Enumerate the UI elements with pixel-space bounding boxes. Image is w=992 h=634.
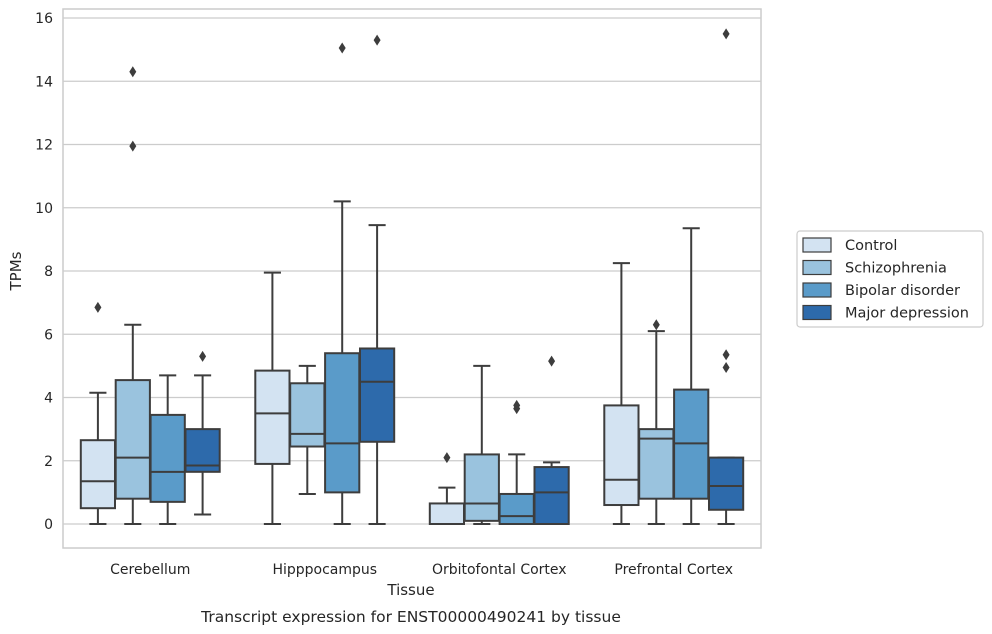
box-iqr [254,369,291,465]
legend-swatch [802,259,832,276]
box-iqr [428,502,466,526]
box-bipolar-disorder [498,399,535,525]
x-tick-label: Orbitofontal Cortex [432,562,567,578]
outlier-point [722,349,730,361]
y-tick-label: 0 [44,517,53,533]
y-tick-label: 14 [35,74,53,90]
box-iqr [149,413,186,503]
plot-frame [62,8,762,549]
box-iqr [707,456,745,511]
plot-area [79,28,745,526]
legend-label: Control [845,238,897,254]
outlier-point [722,361,730,373]
outlier-point [722,28,730,40]
box-bipolar-disorder [673,227,710,525]
legend-label: Schizophrenia [845,261,947,277]
box-iqr [603,404,640,507]
box-iqr [358,347,396,443]
y-tick-label: 8 [44,264,53,280]
y-tick-label: 12 [35,138,53,154]
box-bipolar-disorder [149,374,186,525]
x-axis-title: Tissue [386,581,434,599]
outlier-point [199,350,207,362]
legend-label: Bipolar disorder [845,283,960,299]
y-tick-label: 2 [44,454,53,470]
box-control [603,262,640,525]
outlier-point [443,452,451,464]
box-schizophrenia [638,319,675,525]
box-control [428,452,466,526]
chart-caption: Transcript expression for ENST0000049024… [200,608,621,626]
legend-swatch [802,282,832,298]
box-major-depression [184,350,221,516]
box-schizophrenia [289,364,326,495]
outlier-point [548,355,556,367]
y-tick-label: 16 [35,11,53,27]
box-major-depression [707,28,745,525]
x-tick-label: Prefrontal Cortex [614,562,733,578]
y-tick-label: 10 [35,201,53,217]
box-iqr [463,453,500,522]
box-bipolar-disorder [324,42,361,525]
outlier-point [513,399,521,411]
legend-label: Major depression [845,306,969,322]
box-major-depression [358,34,396,525]
box-schizophrenia [463,364,500,525]
y-axis-title: TPMs [7,251,25,291]
legend-frame [796,230,984,328]
legend-swatch [802,304,832,321]
outlier-point [129,140,137,152]
axes: 0 2 4 6 8 10 12 14 16 Cerebellum Hipppocampus Orbit… [35,8,762,578]
y-tick-label: 4 [44,391,53,407]
box-control [254,271,291,525]
box-iqr [289,382,326,448]
legend: Control Schizophrenia Bipolar disorder Majo… [796,230,984,328]
box-iqr [324,352,361,494]
outlier-point [338,42,346,54]
box-iqr [114,379,151,500]
x-tick-label: Hipppocampus [272,562,377,578]
outlier-point [373,34,381,46]
box-iqr [79,439,117,510]
x-tick-label: Cerebellum [110,562,190,578]
box-schizophrenia [114,66,151,525]
y-tick-label: 6 [44,327,53,343]
outlier-point [94,301,102,313]
box-iqr [498,492,535,525]
box-iqr [533,466,570,526]
outlier-point [652,319,660,331]
legend-swatch [802,237,832,253]
box-major-depression [533,355,570,526]
outlier-point [129,66,137,78]
box-control [79,301,117,525]
